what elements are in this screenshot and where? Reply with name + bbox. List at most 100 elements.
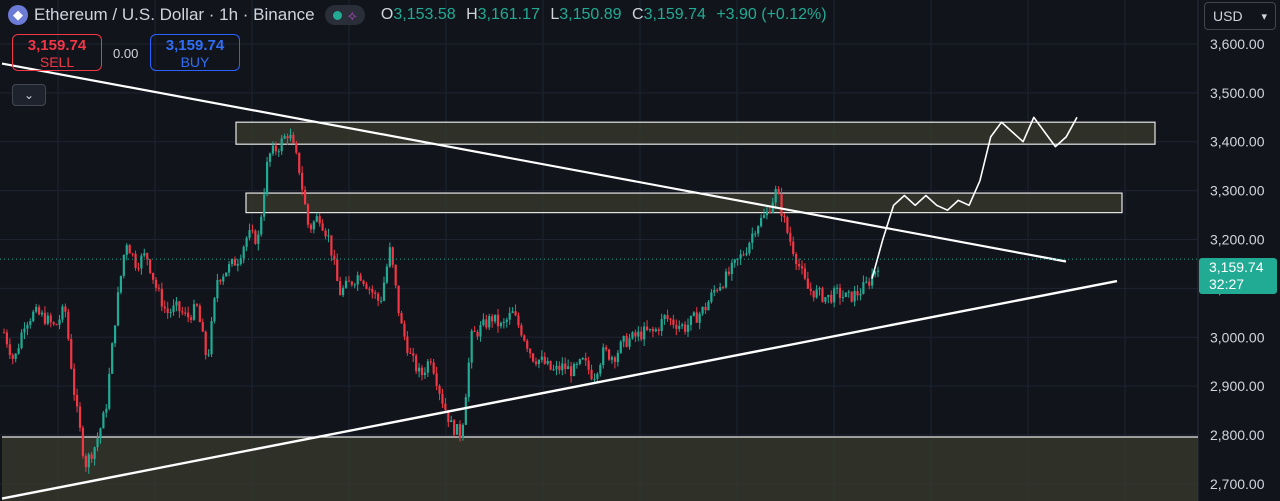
candle-body [569, 366, 573, 377]
candle-body [280, 138, 283, 152]
candle-body [213, 298, 216, 322]
candle-body [473, 330, 476, 332]
candle-body [429, 361, 432, 363]
candle-body [844, 292, 847, 297]
chart-grid [0, 0, 1199, 501]
candle-body [432, 362, 435, 374]
y-tick-label: 3,300.00 [1210, 183, 1265, 199]
candle-body [531, 353, 535, 362]
buy-button[interactable]: 3,159.74 BUY [150, 34, 240, 71]
candle-body [508, 312, 511, 320]
candle-body [149, 259, 152, 273]
candle-body [113, 325, 117, 344]
sell-button[interactable]: 3,159.74 SELL [12, 34, 102, 71]
candle-body [479, 325, 482, 337]
candle-body [622, 336, 625, 342]
currency-select[interactable]: USD ▾ [1204, 2, 1276, 30]
candle-body [385, 266, 389, 283]
candle-body [704, 306, 707, 311]
candle-body [286, 136, 289, 139]
candle-body [163, 306, 166, 309]
candle-body [467, 362, 470, 398]
candle-body [198, 305, 201, 323]
candle-body [461, 424, 465, 438]
candle-body [274, 145, 277, 152]
candle-body [777, 189, 780, 195]
candle-body [438, 385, 441, 394]
candle-body [719, 287, 722, 291]
candle-body [862, 282, 865, 294]
ethereum-icon: ◆ [8, 5, 28, 25]
status-pill[interactable]: ⟡ [324, 5, 365, 25]
candle-body [558, 365, 561, 371]
candle-body [140, 255, 143, 269]
candle-body [265, 161, 269, 195]
candle-body [815, 289, 818, 298]
candle-body [341, 287, 345, 296]
candle-body [58, 319, 61, 325]
change-value: +3.90 (+0.12%) [716, 6, 827, 23]
candle-body [330, 235, 333, 256]
market-open-dot [332, 10, 342, 20]
candle-body [96, 438, 99, 448]
candle-body [710, 292, 713, 302]
candle-body [546, 360, 549, 364]
candle-body [833, 288, 836, 303]
descending-trendline [1, 62, 1067, 263]
candle-body [555, 365, 558, 370]
collapse-toggle[interactable]: ⌄ [12, 84, 46, 106]
candle-body [73, 368, 76, 395]
candle-body [476, 331, 479, 337]
candle-body [458, 424, 462, 438]
candle-body [225, 272, 228, 277]
candle-body [108, 373, 111, 409]
candle-body [350, 281, 353, 285]
candle-body [347, 280, 351, 282]
candle-body [625, 336, 628, 347]
symbol-title[interactable]: Ethereum / U.S. Dollar · 1h · Binance [34, 5, 315, 24]
candle-body [605, 347, 608, 350]
ascending-trendline [1, 279, 1118, 500]
candle-body [572, 364, 576, 377]
candle-body [493, 314, 497, 322]
candle-body [865, 281, 868, 283]
candle-body [400, 313, 403, 324]
candle-body [111, 343, 114, 374]
candle-body [29, 321, 32, 325]
candle-body [812, 290, 815, 298]
candle-body [683, 324, 687, 332]
candle-body [876, 270, 880, 272]
candle-body [78, 406, 82, 428]
candle-body [821, 288, 824, 302]
candle-body [742, 254, 745, 256]
candle-body [35, 306, 38, 312]
candle-body [537, 359, 541, 365]
candle-body [730, 262, 733, 275]
candle-body [55, 324, 58, 326]
candle-body [505, 319, 508, 322]
candle-body [578, 359, 581, 364]
candle-body [549, 360, 552, 370]
candle-body [856, 291, 859, 296]
candle-body [640, 331, 643, 340]
candle-body [242, 246, 245, 259]
candle-body [64, 306, 67, 312]
candle-body [248, 230, 251, 238]
candle-body [306, 204, 310, 225]
candle-body [514, 311, 517, 316]
candle-body [263, 194, 266, 217]
sell-price: 3,159.74 [27, 37, 87, 54]
candle-body [154, 279, 158, 288]
candle-body [207, 354, 210, 356]
candle-body [93, 447, 96, 459]
y-tick-label: 2,800.00 [1210, 427, 1265, 443]
candle-body [222, 276, 225, 282]
candle-body [192, 304, 196, 320]
candle-body [780, 194, 783, 216]
bar-countdown: 32:27 [1209, 276, 1245, 292]
candle-body [426, 361, 429, 373]
low-key: L [550, 6, 560, 23]
y-tick-label: 3,500.00 [1210, 85, 1265, 101]
candle-body [520, 325, 523, 336]
